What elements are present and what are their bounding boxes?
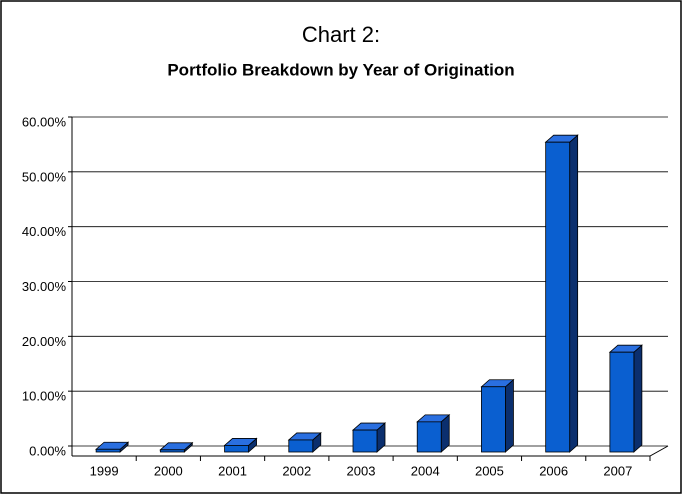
bar [159, 449, 185, 453]
bar [416, 421, 442, 453]
bar [224, 445, 249, 453]
chart-title: Chart 2: [302, 22, 380, 47]
x-tick-label: 2003 [347, 463, 376, 478]
y-tick-label: 60.00% [22, 114, 67, 129]
bar [352, 429, 378, 453]
bar [481, 386, 506, 453]
y-tick-label: 0.00% [29, 443, 66, 458]
bar [288, 439, 314, 453]
y-tick-label: 50.00% [22, 169, 67, 184]
chart-subtitle: Portfolio Breakdown by Year of Originati… [167, 60, 514, 79]
x-tick-label: 2006 [539, 463, 568, 478]
bar-side [633, 344, 643, 453]
x-tick-label: 2002 [282, 463, 311, 478]
y-tick-label: 20.00% [22, 334, 67, 349]
bar-side [569, 134, 579, 453]
bar [609, 351, 635, 453]
bar [95, 448, 121, 453]
x-tick-label: 1999 [90, 463, 119, 478]
x-tick-label: 2000 [154, 463, 183, 478]
y-tick-label: 10.00% [22, 389, 67, 404]
y-tick-label: 40.00% [22, 224, 67, 239]
bar [545, 141, 571, 453]
bar-side [505, 378, 514, 453]
x-tick-label: 2004 [411, 463, 440, 478]
x-tick-label: 2001 [218, 463, 247, 478]
y-tick-label: 30.00% [22, 279, 67, 294]
x-tick-label: 2007 [603, 463, 632, 478]
x-tick-label: 2005 [475, 463, 504, 478]
